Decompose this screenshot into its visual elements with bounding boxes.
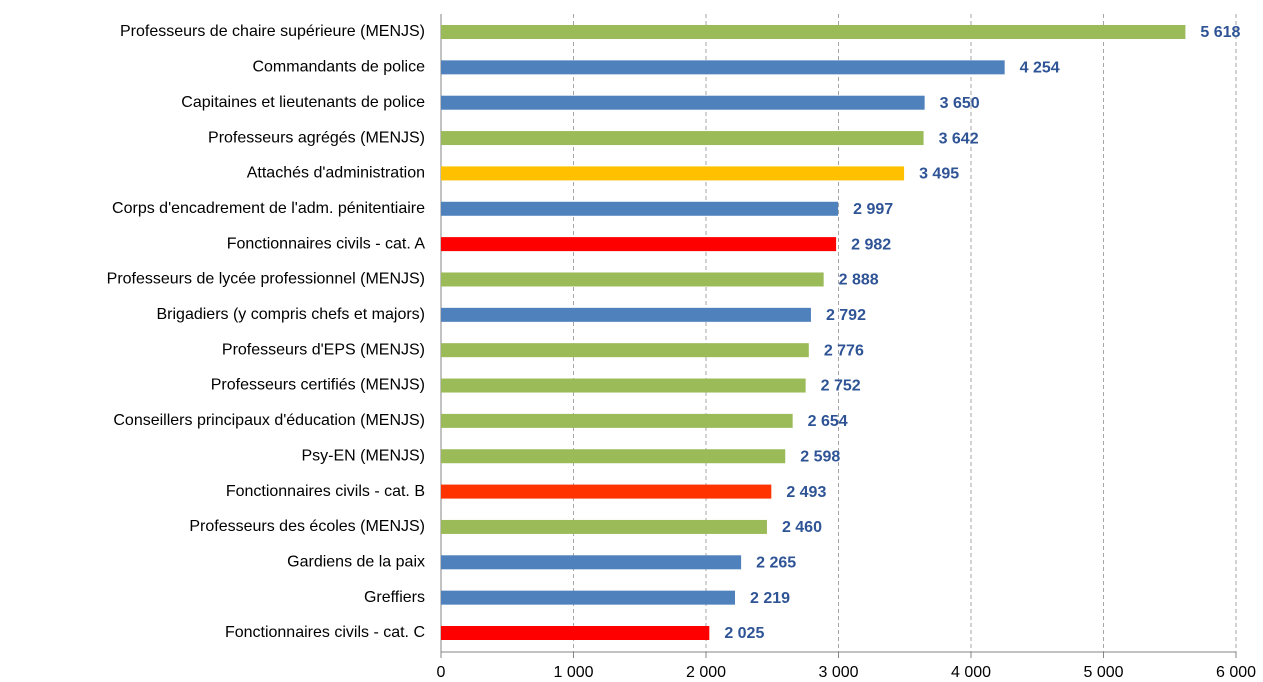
x-tick-label: 2 000 — [686, 664, 726, 681]
value-label: 2 654 — [808, 413, 848, 430]
bar — [441, 519, 767, 534]
bar — [441, 449, 786, 464]
bar — [441, 272, 824, 287]
bar — [441, 201, 839, 216]
y-tick-label: Fonctionnaires civils - cat. C — [225, 624, 425, 641]
x-tick-label: 3 000 — [818, 664, 858, 681]
y-tick-label: Fonctionnaires civils - cat. A — [227, 235, 426, 252]
bar — [441, 484, 772, 499]
y-tick-label: Professeurs de chaire supérieure (MENJS) — [120, 23, 425, 40]
bar — [441, 166, 905, 181]
bar — [441, 131, 924, 146]
bar — [441, 590, 736, 605]
value-label: 2 598 — [800, 448, 840, 465]
bar — [441, 25, 1186, 39]
y-tick-label: Corps d'encadrement de l'adm. pénitentia… — [112, 200, 425, 217]
value-label: 3 650 — [940, 95, 980, 112]
y-tick-label: Professeurs certifiés (MENJS) — [211, 377, 425, 394]
bar — [441, 343, 809, 358]
value-label: 4 254 — [1020, 60, 1060, 77]
y-tick-label: Greffiers — [364, 589, 425, 606]
value-label: 2 888 — [839, 272, 879, 289]
value-label: 2 776 — [824, 342, 864, 359]
bar — [441, 626, 710, 640]
value-label: 2 997 — [853, 201, 893, 218]
bar — [441, 378, 806, 393]
y-tick-label: Fonctionnaires civils - cat. B — [226, 483, 425, 500]
value-label: 2 493 — [786, 484, 826, 501]
value-label: 5 618 — [1200, 24, 1240, 41]
bar — [441, 237, 837, 252]
x-tick-label: 6 000 — [1216, 664, 1256, 681]
y-tick-label: Professeurs des écoles (MENJS) — [189, 518, 425, 535]
y-tick-label: Brigadiers (y compris chefs et majors) — [156, 306, 425, 323]
y-tick-label: Psy-EN (MENJS) — [301, 447, 425, 464]
x-tick-label: 4 000 — [951, 664, 991, 681]
bar — [441, 307, 811, 322]
value-label: 2 982 — [851, 236, 891, 253]
bar — [441, 555, 742, 570]
x-tick-label: 1 000 — [553, 664, 593, 681]
bar — [441, 413, 793, 428]
y-tick-label: Professeurs d'EPS (MENJS) — [222, 341, 425, 358]
y-tick-label: Capitaines et lieutenants de police — [181, 94, 425, 111]
y-tick-label: Commandants de police — [252, 59, 425, 76]
bar — [441, 95, 925, 110]
value-label: 2 460 — [782, 519, 822, 536]
value-label: 2 025 — [724, 625, 764, 642]
y-tick-label: Gardiens de la paix — [287, 554, 425, 571]
value-label: 2 265 — [756, 555, 796, 572]
value-label: 3 642 — [939, 130, 979, 147]
value-label: 2 219 — [750, 590, 790, 607]
y-tick-label: Conseillers principaux d'éducation (MENJ… — [113, 412, 425, 429]
value-label: 2 752 — [821, 378, 861, 395]
y-tick-label: Professeurs agrégés (MENJS) — [208, 129, 425, 146]
x-tick-label: 0 — [437, 664, 446, 681]
value-label: 2 792 — [826, 307, 866, 324]
y-tick-label: Professeurs de lycée professionnel (MENJ… — [107, 271, 425, 288]
x-tick-label: 5 000 — [1083, 664, 1123, 681]
value-label: 3 495 — [919, 166, 959, 183]
bar — [441, 60, 1005, 75]
y-tick-label: Attachés d'administration — [247, 165, 425, 182]
